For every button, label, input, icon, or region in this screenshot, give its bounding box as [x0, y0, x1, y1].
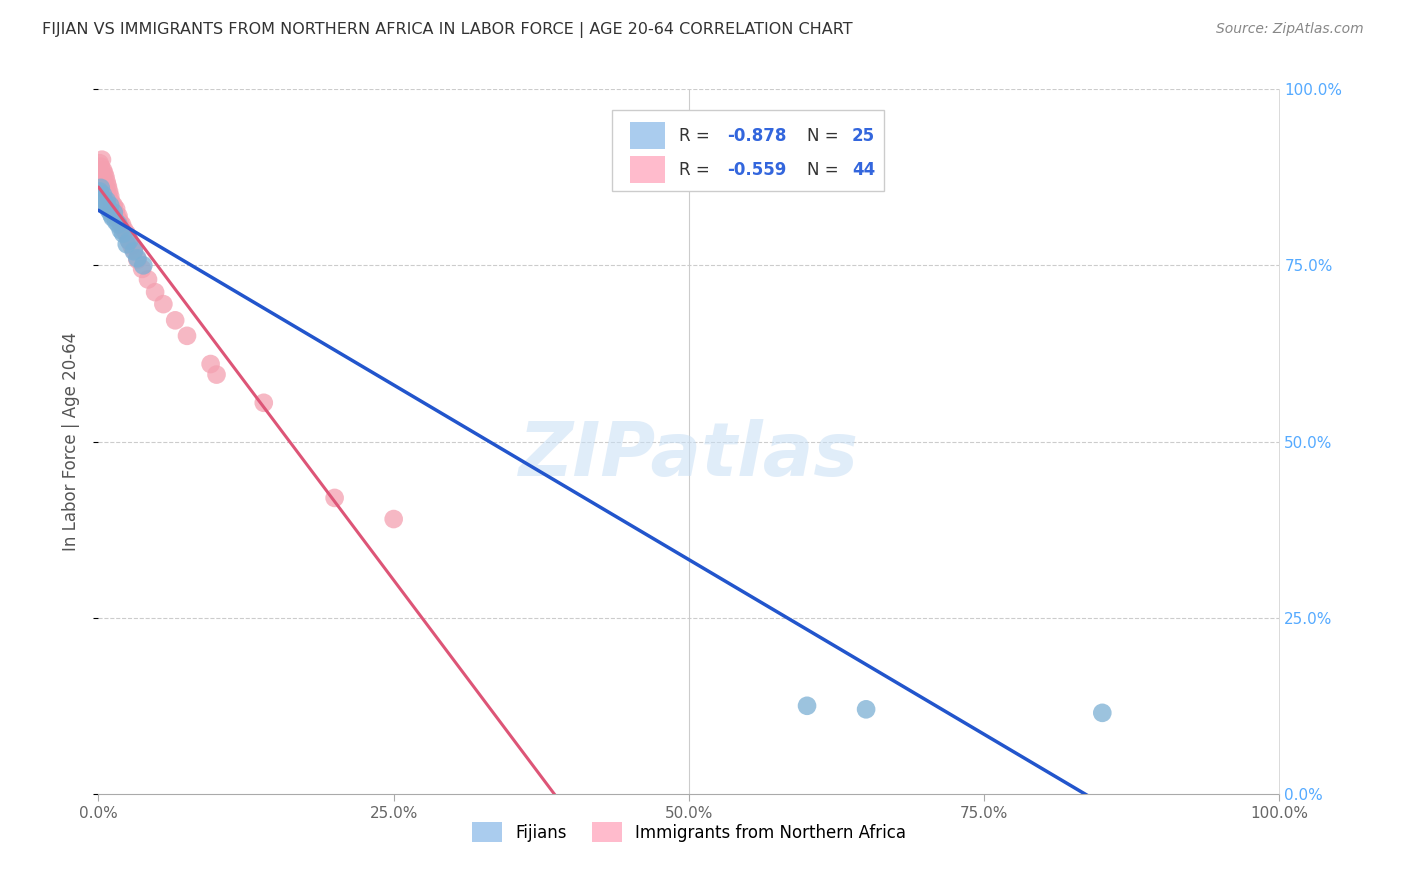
Point [100, 194, 122, 209]
Text: 25: 25 [852, 127, 875, 145]
Point [93, 194, 115, 209]
Point [96, 194, 118, 208]
Point [90, 167, 112, 181]
Point [91, 153, 114, 167]
Point [94, 170, 117, 185]
Point [91, 174, 114, 188]
Point [122, 243, 145, 257]
Point [323, 491, 346, 505]
Text: R =: R = [679, 161, 716, 178]
Point [91, 191, 114, 205]
Point [110, 223, 132, 237]
Point [107, 218, 129, 232]
Text: -0.878: -0.878 [727, 127, 786, 145]
Point [101, 211, 124, 225]
Point [107, 209, 129, 223]
Point [98, 194, 121, 209]
Point [176, 328, 198, 343]
Text: N =: N = [807, 127, 844, 145]
Point [127, 252, 149, 267]
Point [104, 205, 127, 219]
Point [796, 698, 818, 713]
Point [131, 261, 153, 276]
Point [98, 185, 121, 199]
Point [98, 189, 121, 203]
Point [97, 189, 120, 203]
Legend: Fijians, Immigrants from Northern Africa: Fijians, Immigrants from Northern Africa [465, 815, 912, 849]
Point [118, 234, 141, 248]
Point [96, 175, 118, 189]
Point [90, 181, 112, 195]
Point [111, 218, 134, 232]
FancyBboxPatch shape [612, 111, 884, 192]
Point [112, 223, 135, 237]
Point [89, 185, 111, 199]
Point [253, 396, 276, 410]
Y-axis label: In Labor Force | Age 20-64: In Labor Force | Age 20-64 [62, 332, 80, 551]
Point [105, 215, 128, 229]
Point [93, 178, 115, 192]
Point [89, 156, 111, 170]
Text: Source: ZipAtlas.com: Source: ZipAtlas.com [1216, 22, 1364, 37]
Point [108, 215, 131, 229]
Point [165, 313, 187, 327]
Point [94, 179, 117, 194]
Bar [630, 122, 665, 149]
Point [100, 208, 122, 222]
Point [1091, 706, 1114, 720]
Text: R =: R = [679, 127, 716, 145]
Bar [630, 156, 665, 183]
Point [136, 272, 159, 286]
Text: FIJIAN VS IMMIGRANTS FROM NORTHERN AFRICA IN LABOR FORCE | AGE 20-64 CORRELATION: FIJIAN VS IMMIGRANTS FROM NORTHERN AFRIC… [42, 22, 853, 38]
Point [132, 259, 155, 273]
Point [382, 512, 405, 526]
Point [97, 179, 120, 194]
Point [98, 203, 121, 218]
Point [112, 227, 135, 241]
Point [101, 201, 124, 215]
Point [122, 244, 145, 259]
Point [103, 198, 125, 212]
Point [97, 201, 120, 215]
Point [105, 211, 128, 225]
Point [115, 237, 138, 252]
Point [91, 170, 114, 185]
Point [118, 234, 141, 248]
Point [205, 368, 228, 382]
Point [93, 167, 115, 181]
Point [90, 160, 112, 174]
Point [121, 238, 143, 252]
Point [91, 187, 114, 202]
Text: -0.559: -0.559 [727, 161, 786, 178]
Point [94, 196, 117, 211]
Point [103, 205, 125, 219]
Point [127, 252, 149, 266]
Point [152, 297, 174, 311]
Point [115, 227, 138, 241]
Point [143, 285, 166, 300]
Text: 44: 44 [852, 161, 875, 178]
Point [98, 198, 121, 212]
Text: ZIPatlas: ZIPatlas [519, 419, 859, 492]
Point [105, 202, 128, 216]
Point [855, 702, 877, 716]
Point [96, 185, 118, 199]
Point [200, 357, 222, 371]
Text: N =: N = [807, 161, 844, 178]
Point [91, 163, 114, 178]
